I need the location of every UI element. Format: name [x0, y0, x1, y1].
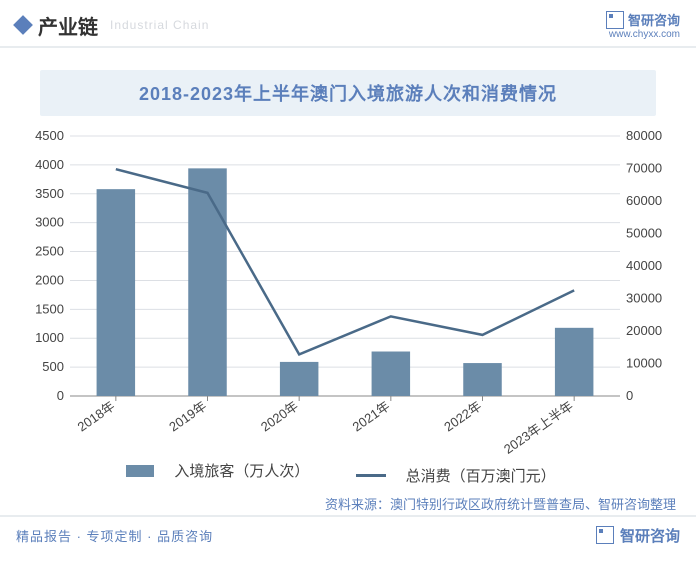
footer: 精品报告 · 专项定制 · 品质咨询 智研咨询	[0, 515, 696, 546]
svg-text:2021年: 2021年	[350, 398, 393, 434]
svg-text:0: 0	[57, 388, 64, 403]
footer-tagline: 精品报告 · 专项定制 · 品质咨询	[16, 526, 213, 545]
svg-text:1000: 1000	[35, 330, 64, 345]
legend-line-label: 总消费（百万澳门元）	[406, 465, 556, 486]
section-subtitle: Industrial Chain	[110, 18, 209, 32]
svg-text:60000: 60000	[626, 193, 662, 208]
brand-icon	[606, 11, 624, 29]
chart-title: 2018-2023年上半年澳门入境旅游人次和消费情况	[139, 84, 557, 104]
section-title: 产业链	[38, 11, 98, 40]
svg-text:20000: 20000	[626, 323, 662, 338]
svg-text:50000: 50000	[626, 226, 662, 241]
chart-svg: 0 500 1000 1500 2000 2500 3000 3500 4000 4500 0 100…	[20, 126, 676, 456]
svg-text:80000: 80000	[626, 128, 662, 143]
legend-line: 总消费（百万澳门元）	[356, 465, 570, 486]
bar-swatch-icon	[126, 465, 154, 477]
svg-text:40000: 40000	[626, 258, 662, 273]
footer-right: 智研咨询	[596, 525, 680, 546]
footer-brand: 智研咨询	[620, 525, 680, 546]
svg-text:0: 0	[626, 388, 633, 403]
svg-text:3500: 3500	[35, 186, 64, 201]
header-left: 产业链 Industrial Chain	[16, 11, 209, 40]
svg-text:10000: 10000	[626, 356, 662, 371]
svg-text:30000: 30000	[626, 291, 662, 306]
source-line: 资料来源：澳门特别行政区政府统计暨普查局、智研咨询整理	[0, 494, 696, 515]
svg-text:4000: 4000	[35, 157, 64, 172]
brand-icon	[596, 526, 614, 544]
brand-block: 智研咨询	[606, 10, 680, 29]
brand-url: www.chyxx.com	[606, 29, 680, 40]
svg-text:3000: 3000	[35, 215, 64, 230]
line-swatch-icon	[356, 474, 386, 477]
header-right: 智研咨询 www.chyxx.com	[606, 10, 680, 40]
svg-text:2023年上半年: 2023年上半年	[501, 398, 576, 456]
svg-text:2000: 2000	[35, 272, 64, 287]
diamond-icon	[13, 15, 33, 35]
header: 产业链 Industrial Chain 智研咨询 www.chyxx.com	[0, 0, 696, 48]
svg-text:70000: 70000	[626, 161, 662, 176]
svg-text:2019年: 2019年	[166, 398, 209, 434]
svg-text:2020年: 2020年	[258, 398, 301, 434]
svg-text:4500: 4500	[35, 128, 64, 143]
svg-text:2500: 2500	[35, 244, 64, 259]
svg-text:2022年: 2022年	[441, 398, 484, 434]
legend-bar: 入境旅客（万人次）	[126, 460, 323, 481]
svg-text:1500: 1500	[35, 301, 64, 316]
legend: 入境旅客（万人次） 总消费（百万澳门元）	[0, 456, 696, 494]
chart-area: 0 500 1000 1500 2000 2500 3000 3500 4000 4500 0 100…	[20, 126, 676, 456]
brand-name: 智研咨询	[628, 10, 680, 29]
svg-text:500: 500	[42, 359, 64, 374]
svg-text:2018年: 2018年	[75, 398, 118, 434]
chart-title-bar: 2018-2023年上半年澳门入境旅游人次和消费情况	[40, 70, 656, 116]
legend-bar-label: 入境旅客（万人次）	[174, 460, 309, 481]
